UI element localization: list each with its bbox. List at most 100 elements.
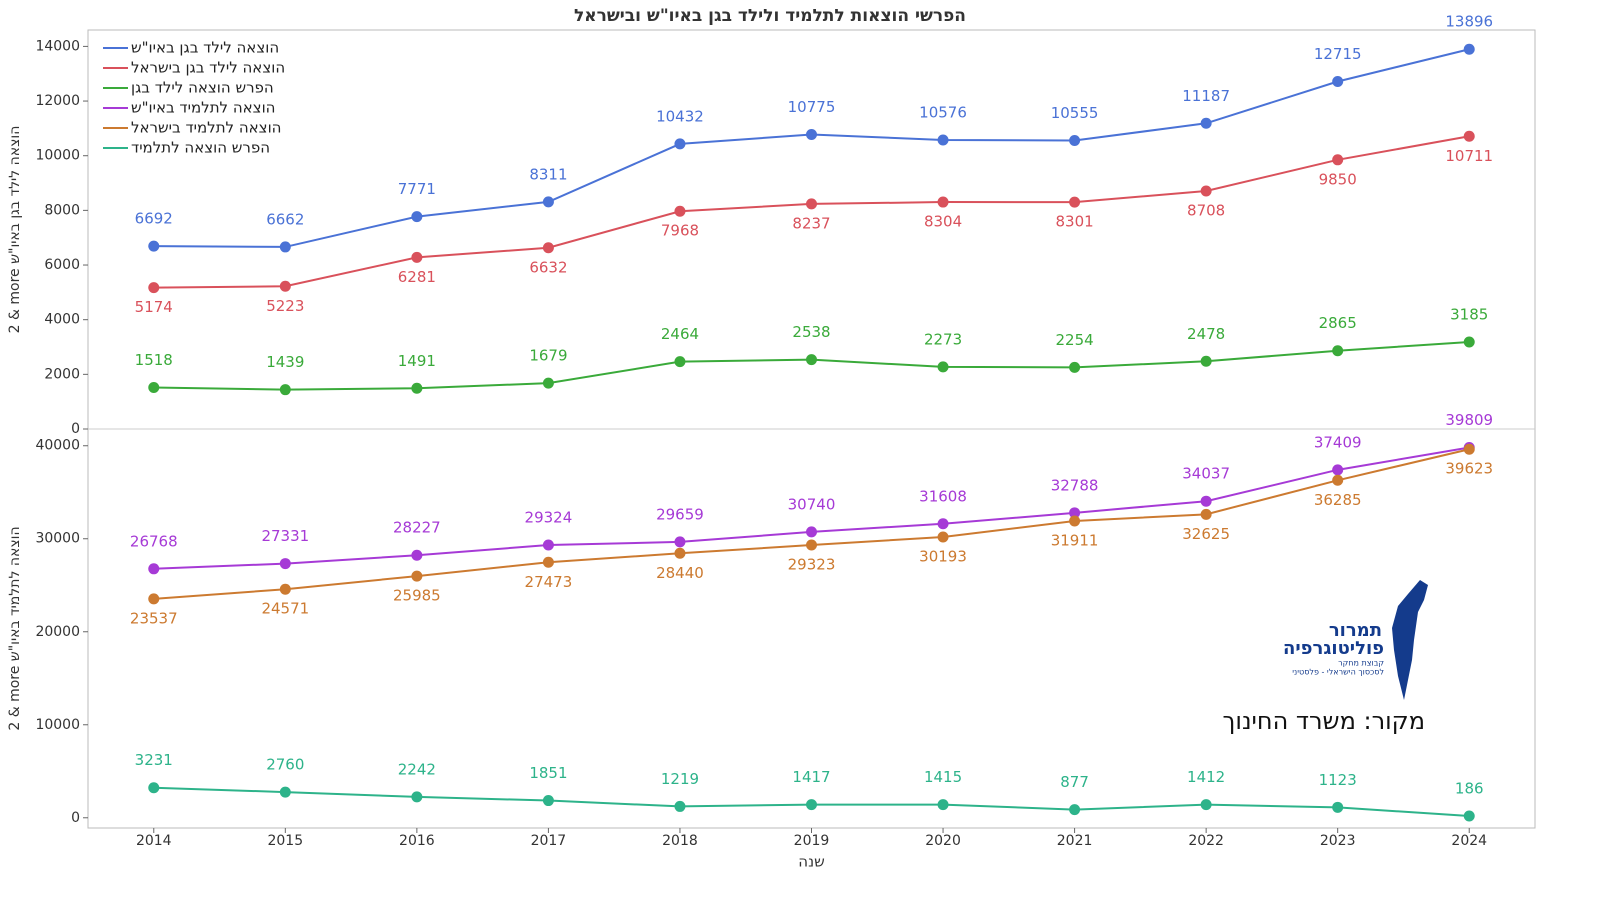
- y-tick-label: 20000: [35, 624, 80, 640]
- data-point: [1332, 474, 1344, 486]
- data-label: 12715: [1314, 45, 1362, 63]
- data-point: [279, 280, 291, 292]
- data-point: [1200, 185, 1212, 197]
- y-tick-label: 40000: [35, 438, 80, 454]
- data-label: 1123: [1319, 771, 1357, 789]
- legend-label: הפרש הוצאה לתלמיד: [131, 139, 270, 157]
- data-label: 1851: [529, 764, 567, 782]
- data-label: 2273: [924, 330, 962, 348]
- data-label: 28440: [656, 564, 704, 582]
- y-tick-label: 10000: [35, 717, 80, 733]
- data-label: 31911: [1051, 531, 1099, 549]
- logo-tagline: לסכסוך הישראלי - פלסטיני: [1292, 668, 1384, 677]
- logo: תמרור פוליטוגרפיה קבוצת מחקר לסכסוך הישר…: [1283, 580, 1428, 700]
- x-tick-label: 2017: [531, 833, 567, 849]
- data-label: 8304: [924, 213, 962, 231]
- data-label: 2254: [1055, 331, 1093, 349]
- data-point: [279, 786, 291, 798]
- data-label: 6632: [529, 258, 567, 276]
- y-tick-label: 8000: [44, 202, 80, 218]
- data-label: 8708: [1187, 202, 1225, 220]
- data-label: 8301: [1055, 213, 1093, 231]
- data-point: [542, 377, 554, 389]
- y-tick-label: 4000: [44, 312, 80, 328]
- data-label: 6692: [135, 210, 173, 228]
- data-point: [806, 198, 817, 210]
- data-point: [1069, 361, 1081, 373]
- data-point: [411, 382, 423, 394]
- logo-tagline: קבוצת מחקר: [1338, 659, 1384, 668]
- data-point: [1069, 515, 1081, 527]
- data-point: [1069, 804, 1081, 816]
- y-tick-label: 0: [71, 810, 80, 826]
- data-label: 186: [1455, 780, 1484, 798]
- x-tick-label: 2019: [794, 833, 830, 849]
- data-label: 25985: [393, 587, 441, 605]
- data-label: 32788: [1051, 476, 1099, 494]
- data-point: [1332, 154, 1344, 166]
- x-tick-label: 2023: [1320, 833, 1356, 849]
- data-label: 1415: [924, 768, 962, 786]
- data-label: 2464: [661, 325, 699, 343]
- data-label: 27473: [525, 573, 573, 591]
- data-label: 1439: [266, 353, 304, 371]
- data-point: [542, 242, 554, 254]
- logo-text: תמרור: [1329, 620, 1382, 641]
- data-point: [279, 241, 291, 253]
- data-point: [937, 196, 949, 208]
- x-tick-label: 2018: [662, 833, 698, 849]
- legend-label: הוצאה לילד בגן באיו"ש: [131, 39, 279, 57]
- data-label: 8311: [529, 165, 567, 183]
- data-label: 11187: [1182, 87, 1230, 105]
- data-point: [806, 526, 817, 538]
- data-label: 1679: [529, 347, 567, 365]
- data-point: [1332, 76, 1344, 88]
- data-label: 1518: [135, 351, 173, 369]
- data-label: 1219: [661, 770, 699, 788]
- data-label: 10576: [919, 103, 967, 121]
- data-point: [806, 129, 817, 141]
- data-point: [411, 570, 423, 582]
- data-point: [148, 563, 160, 575]
- data-point: [937, 531, 949, 543]
- logo-map: [1392, 580, 1428, 700]
- y-tick-label: 6000: [44, 257, 80, 273]
- data-label: 3185: [1450, 305, 1488, 323]
- x-tick-label: 2016: [399, 833, 435, 849]
- data-label: 6662: [266, 210, 304, 228]
- data-point: [542, 539, 554, 551]
- data-label: 10711: [1445, 147, 1493, 165]
- data-point: [806, 799, 817, 811]
- data-label: 31608: [919, 487, 967, 505]
- data-label: 9850: [1319, 170, 1357, 188]
- data-point: [411, 251, 423, 263]
- data-point: [148, 282, 160, 294]
- source-note: מקור: משרד החינוך: [1223, 707, 1425, 735]
- data-point: [279, 384, 291, 396]
- data-label: 29324: [525, 509, 573, 527]
- data-point: [674, 138, 686, 150]
- data-label: 5223: [266, 297, 304, 315]
- data-point: [1069, 135, 1081, 147]
- data-label: 36285: [1314, 491, 1362, 509]
- data-point: [1332, 801, 1344, 813]
- data-label: 37409: [1314, 433, 1362, 451]
- data-point: [411, 791, 423, 803]
- data-label: 39623: [1445, 460, 1493, 478]
- data-label: 2478: [1187, 325, 1225, 343]
- data-label: 29659: [656, 505, 704, 523]
- data-point: [1332, 345, 1344, 357]
- x-tick-label: 2022: [1188, 833, 1224, 849]
- data-point: [542, 795, 554, 807]
- data-point: [411, 549, 423, 561]
- data-label: 8237: [792, 214, 830, 232]
- data-point: [148, 382, 160, 394]
- data-point: [1200, 799, 1212, 811]
- data-label: 1417: [792, 768, 830, 786]
- data-label: 877: [1060, 773, 1089, 791]
- data-label: 34037: [1182, 465, 1230, 483]
- data-label: 28227: [393, 519, 441, 537]
- data-point: [1463, 130, 1475, 142]
- data-point: [1200, 495, 1212, 507]
- data-point: [542, 556, 554, 568]
